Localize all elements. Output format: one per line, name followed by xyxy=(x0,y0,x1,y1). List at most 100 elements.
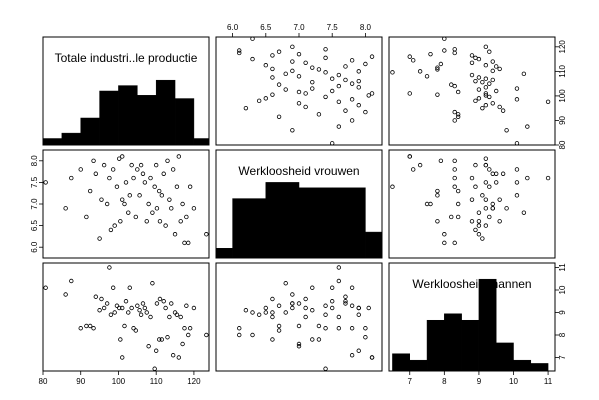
scatter-point-0-2-38 xyxy=(417,69,423,74)
scatter-point-0-1-49 xyxy=(250,56,255,62)
scatter-point-1-2-28 xyxy=(487,167,492,172)
scatter-point-1-2-5 xyxy=(455,188,461,194)
scatter-point-2-1-8 xyxy=(243,308,249,313)
scatter-point-0-2-59 xyxy=(442,36,447,41)
scatter-point-0-2-26 xyxy=(452,83,457,89)
histogram-bar-0-7 xyxy=(174,98,195,146)
scatter-point-0-1-36 xyxy=(283,71,288,77)
scatter-point-2-0-30 xyxy=(138,312,144,317)
scatter-point-2-0-14 xyxy=(110,285,116,290)
scatter-point-0-1-41 xyxy=(270,66,275,72)
y-tick-label-2-2: 9 xyxy=(558,310,567,315)
scatter-point-0-1-24 xyxy=(310,86,315,91)
scatter-point-2-0-23 xyxy=(126,310,131,315)
scatter-point-2-1-29 xyxy=(310,308,315,313)
scatter-point-2-0-21 xyxy=(122,323,127,329)
histogram-bar-2-0 xyxy=(392,353,411,372)
scatter-point-0-2-22 xyxy=(494,88,499,94)
scatter-point-0-2-14 xyxy=(514,97,520,102)
scatter-point-0-2-45 xyxy=(438,61,444,67)
scatter-point-0-1-23 xyxy=(283,87,288,92)
scatter-point-2-0-20 xyxy=(120,355,125,360)
y-tick-label-2-4: 11 xyxy=(558,263,567,272)
histogram-bar-2-2 xyxy=(426,319,445,372)
scatter-point-2-0-7 xyxy=(93,294,99,299)
scatter-point-1-2-48 xyxy=(411,167,416,172)
scatter-point-0-2-44 xyxy=(483,63,489,68)
scatter-point-2-1-27 xyxy=(276,328,282,333)
scatter-point-1-0-3 xyxy=(78,167,83,172)
scatter-point-0-1-42 xyxy=(310,65,315,70)
scatter-point-1-0-32 xyxy=(142,180,148,185)
scatter-point-1-2-7 xyxy=(500,171,506,176)
scatter-point-1-0-51 xyxy=(176,154,182,159)
scatter-point-1-2-9 xyxy=(497,197,502,202)
scatter-point-1-2-29 xyxy=(480,193,485,198)
scatter-point-2-1-53 xyxy=(296,341,302,347)
scatter-point-2-1-2 xyxy=(336,278,342,284)
x-tick-label-1-0: 6.0 xyxy=(227,23,239,32)
scatter-point-2-1-26 xyxy=(336,326,342,331)
scatter-point-1-0-45 xyxy=(165,158,170,163)
scatter-point-1-2-50 xyxy=(473,184,478,189)
scatter-point-0-1-25 xyxy=(356,85,361,90)
scatter-point-2-1-56 xyxy=(237,332,242,338)
scatter-point-1-0-27 xyxy=(133,214,139,220)
scatter-point-0-1-51 xyxy=(369,54,375,59)
scatter-point-1-0-33 xyxy=(144,219,149,224)
scatter-point-1-2-47 xyxy=(490,206,495,211)
scatter-point-2-1-14 xyxy=(349,285,355,290)
scatter-point-1-0-54 xyxy=(182,240,187,246)
scatter-point-2-1-9 xyxy=(303,296,308,302)
histogram-bar-2-1 xyxy=(409,359,428,372)
scatter-point-0-2-27 xyxy=(449,82,454,87)
scatter-point-0-1-7 xyxy=(343,108,348,113)
scatter-point-0-2-43 xyxy=(494,64,499,69)
x-tick-label-2-0: 7 xyxy=(408,377,413,386)
y-tick-label-0-2: 100 xyxy=(558,89,567,103)
histogram-bar-0-2 xyxy=(80,117,100,146)
scatter-point-0-2-1 xyxy=(504,128,509,133)
panel-frame-1-2 xyxy=(388,149,556,259)
scatter-point-0-2-13 xyxy=(473,98,478,104)
scatter-point-1-2-24 xyxy=(514,193,520,198)
scatter-point-1-2-0 xyxy=(514,180,520,185)
y-tick-label-1-2: 7.0 xyxy=(30,198,39,210)
scatter-point-0-2-15 xyxy=(476,96,482,101)
scatter-point-0-1-21 xyxy=(296,89,302,95)
scatter-point-2-1-17 xyxy=(366,305,371,311)
scatter-point-1-2-35 xyxy=(469,175,475,181)
scatter-point-1-2-14 xyxy=(514,167,520,172)
scatter-point-2-0-29 xyxy=(137,308,142,313)
scatter-point-2-0-39 xyxy=(154,301,160,306)
scatter-point-1-2-33 xyxy=(476,219,482,224)
scatter-point-0-2-24 xyxy=(514,86,520,91)
scatter-point-0-2-31 xyxy=(490,77,495,83)
scatter-point-0-2-21 xyxy=(455,89,461,95)
scatter-point-2-1-24 xyxy=(310,285,315,290)
scatter-point-1-2-40 xyxy=(435,188,440,194)
scatter-point-0-1-0 xyxy=(330,141,335,146)
scatter-point-0-2-42 xyxy=(435,65,440,70)
scatter-point-1-0-36 xyxy=(150,210,155,215)
x-tick-label-0-2: 100 xyxy=(112,377,126,386)
scatter-point-2-0-47 xyxy=(169,301,174,306)
scatter-point-2-1-49 xyxy=(250,310,255,315)
scatter-point-0-2-11 xyxy=(490,101,495,106)
scatter-point-1-2-41 xyxy=(497,219,502,224)
scatter-point-0-1-34 xyxy=(296,74,302,79)
scatter-point-1-0-49 xyxy=(172,232,178,237)
x-tick-label-0-4: 120 xyxy=(187,377,201,386)
histogram-bar-2-7 xyxy=(513,359,532,372)
scatter-point-2-0-5 xyxy=(87,323,93,329)
variable-label-1: Werkloosheid vrouwen xyxy=(238,164,359,178)
scatter-point-1-0-5 xyxy=(87,188,93,194)
scatter-point-2-0-12 xyxy=(107,265,112,270)
scatter-point-2-1-4 xyxy=(276,323,282,329)
scatter-point-0-1-2 xyxy=(336,124,342,129)
scatter-point-2-1-3 xyxy=(349,326,355,331)
scatter-point-1-0-59 xyxy=(204,232,209,237)
x-tick-label-1-2: 7.0 xyxy=(293,23,305,32)
scatter-point-0-2-9 xyxy=(497,104,502,110)
scatter-point-1-0-4 xyxy=(84,214,89,220)
